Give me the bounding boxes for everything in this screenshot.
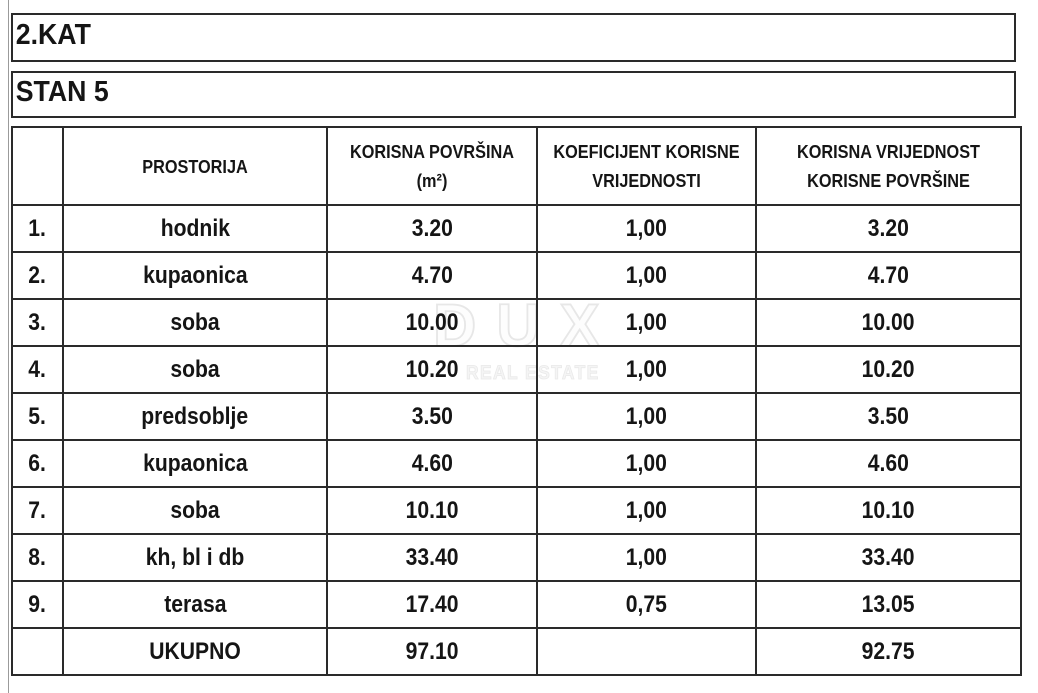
table-row: 3. soba 10.00 1,00 10.00	[11, 298, 1022, 347]
cell-usable-area: 10.10	[326, 486, 538, 535]
floor-title: 2.KAT	[15, 18, 91, 51]
cell-coefficient: 1,00	[536, 486, 757, 535]
cell-row-number: 2.	[11, 251, 64, 300]
table-row: 8. kh, bl i db 33.40 1,00 33.40	[11, 533, 1022, 582]
cell-usable-area: 10.20	[326, 345, 538, 394]
cell-total-area: 97.10	[326, 627, 538, 676]
cell-coefficient: 1,00	[536, 251, 757, 300]
cell-usable-area: 3.20	[326, 204, 538, 253]
cell-usable-value: 33.40	[755, 533, 1022, 582]
cell-room-name: terasa	[62, 580, 328, 629]
cell-row-number: 9.	[11, 580, 64, 629]
cell-usable-value: 3.50	[755, 392, 1022, 441]
cell-usable-area: 10.00	[326, 298, 538, 347]
table-row: 7. soba 10.10 1,00 10.10	[11, 486, 1022, 535]
drawing-frame-line	[8, 0, 9, 693]
total-row: UKUPNO 97.10 92.75	[11, 627, 1022, 676]
cell-usable-value: 4.70	[755, 251, 1022, 300]
cell-usable-area: 4.60	[326, 439, 538, 488]
cell-usable-value: 10.20	[755, 345, 1022, 394]
cell-room-name: soba	[62, 298, 328, 347]
cell-usable-value: 10.10	[755, 486, 1022, 535]
col-header-index	[11, 126, 64, 206]
cell-coefficient: 0,75	[536, 580, 757, 629]
cell-coefficient: 1,00	[536, 392, 757, 441]
cell-room-name: soba	[62, 345, 328, 394]
cell-total-coefficient	[536, 627, 757, 676]
table-row: 5. predsoblje 3.50 1,00 3.50	[11, 392, 1022, 441]
col-header-coef-line1: KOEFICIJENT KORISNE	[553, 141, 740, 162]
cell-row-number: 3.	[11, 298, 64, 347]
col-header-room-label: PROSTORIJA	[142, 155, 248, 177]
cell-room-name: kupaonica	[62, 439, 328, 488]
cell-row-number	[11, 627, 64, 676]
table-row: 6. kupaonica 4.60 1,00 4.60	[11, 439, 1022, 488]
col-header-usable-area: KORISNA POVRŠINA (m²)	[326, 126, 538, 206]
cell-row-number: 1.	[11, 204, 64, 253]
floor-title-band: 2.KAT	[11, 13, 1016, 62]
cell-usable-area: 33.40	[326, 533, 538, 582]
cell-coefficient: 1,00	[536, 533, 757, 582]
col-header-value-line1: KORISNA VRIJEDNOST	[796, 141, 981, 162]
cell-coefficient: 1,00	[536, 439, 757, 488]
cell-room-name: hodnik	[62, 204, 328, 253]
col-header-coefficient: KOEFICIJENT KORISNE VRIJEDNOSTI	[536, 126, 757, 206]
header-row: PROSTORIJA KORISNA POVRŠINA (m²) KOEFICI…	[11, 126, 1022, 206]
unit-title: STAN 5	[15, 75, 109, 108]
cell-coefficient: 1,00	[536, 298, 757, 347]
cell-total-value: 92.75	[755, 627, 1022, 676]
cell-room-name: predsoblje	[62, 392, 328, 441]
table-row: 4. soba 10.20 1,00 10.20	[11, 345, 1022, 394]
cell-row-number: 8.	[11, 533, 64, 582]
table-row: 2. kupaonica 4.70 1,00 4.70	[11, 251, 1022, 300]
table-row: 9. terasa 17.40 0,75 13.05	[11, 580, 1022, 629]
col-header-usable-value: KORISNA VRIJEDNOST KORISNE POVRŠINE	[755, 126, 1022, 206]
unit-title-band: STAN 5	[11, 71, 1016, 118]
cell-row-number: 6.	[11, 439, 64, 488]
cell-coefficient: 1,00	[536, 345, 757, 394]
cell-usable-value: 4.60	[755, 439, 1022, 488]
col-header-area-line2: (m²)	[416, 170, 448, 191]
table-row: 1. hodnik 3.20 1,00 3.20	[11, 204, 1022, 253]
cell-usable-value: 10.00	[755, 298, 1022, 347]
col-header-room: PROSTORIJA	[62, 126, 328, 206]
cell-usable-value: 3.20	[755, 204, 1022, 253]
cell-row-number: 4.	[11, 345, 64, 394]
cell-row-number: 5.	[11, 392, 64, 441]
cell-coefficient: 1,00	[536, 204, 757, 253]
cell-total-label: UKUPNO	[62, 627, 328, 676]
cell-room-name: kh, bl i db	[62, 533, 328, 582]
cell-room-name: kupaonica	[62, 251, 328, 300]
col-header-area-line1: KORISNA POVRŠINA	[349, 141, 515, 162]
cell-row-number: 7.	[11, 486, 64, 535]
area-calculation-table: PROSTORIJA KORISNA POVRŠINA (m²) KOEFICI…	[11, 126, 1022, 676]
cell-usable-area: 4.70	[326, 251, 538, 300]
col-header-value-line2: KORISNE POVRŠINE	[807, 170, 970, 191]
cell-usable-value: 13.05	[755, 580, 1022, 629]
cell-usable-area: 17.40	[326, 580, 538, 629]
cell-room-name: soba	[62, 486, 328, 535]
col-header-coef-line2: VRIJEDNOSTI	[592, 170, 701, 191]
cell-usable-area: 3.50	[326, 392, 538, 441]
